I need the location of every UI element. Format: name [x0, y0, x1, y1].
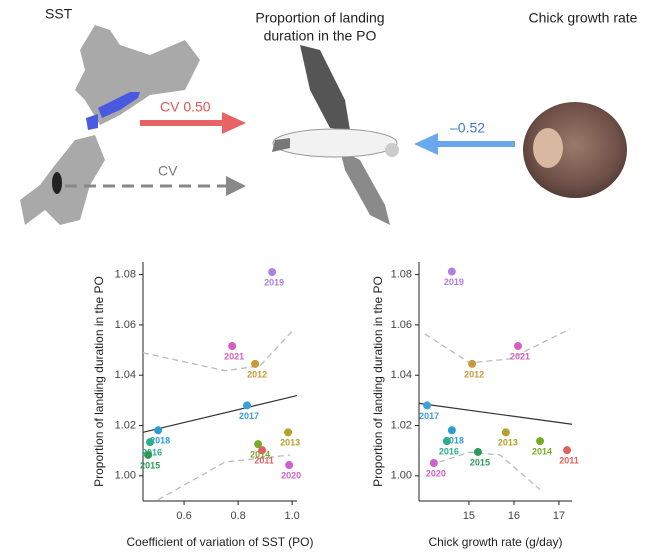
sst-label: SST [45, 6, 73, 22]
point-label: 2017 [239, 411, 259, 421]
center-title: duration in the PO [264, 28, 377, 44]
ci-upper [425, 329, 570, 363]
point [285, 461, 293, 469]
arrow-top-label: CV 0.50 [160, 99, 211, 115]
point-label: 2011 [254, 456, 274, 466]
point [514, 342, 522, 350]
y-tick-label: 1.06 [115, 319, 136, 331]
point [243, 401, 251, 409]
x-tick-label: 0.6 [176, 510, 191, 522]
x-tick-label: 0.8 [230, 510, 245, 522]
point [423, 401, 431, 409]
point-label: 2012 [464, 369, 484, 379]
point-label: 2013 [498, 438, 518, 448]
point-label: 2019 [264, 277, 284, 287]
center-title: Proportion of landing [255, 10, 384, 26]
arrow-top [140, 112, 246, 134]
point-label: 2019 [444, 277, 464, 287]
x-tick-label: 17 [553, 510, 565, 522]
right-label: Chick growth rate [529, 10, 638, 26]
arrow-right [414, 133, 515, 155]
point [443, 437, 451, 445]
chick-bill [533, 128, 563, 168]
point [474, 448, 482, 456]
point [258, 446, 266, 454]
point-label: 2013 [280, 438, 300, 448]
point [251, 360, 259, 368]
y-tick-label: 1.06 [391, 319, 412, 331]
y-tick-label: 1.04 [391, 369, 412, 381]
fit-line [419, 403, 572, 424]
point [144, 451, 152, 459]
point-label: 2020 [426, 468, 446, 478]
x-tick-label: 16 [508, 510, 520, 522]
y-tick-label: 1.04 [115, 369, 136, 381]
point-label: 2011 [559, 456, 579, 466]
point [228, 342, 236, 350]
y-tick-label: 1.02 [115, 419, 136, 431]
point-label: 2020 [281, 470, 301, 480]
point-label: 2015 [140, 460, 160, 470]
point [284, 428, 292, 436]
y-tick-label: 1.08 [391, 268, 412, 280]
y-tick-label: 1.02 [391, 419, 412, 431]
point-label: 2014 [532, 446, 552, 456]
x-axis-title: Chick growth rate (g/day) [428, 535, 562, 549]
point-label: 2015 [470, 457, 490, 467]
y-axis-title: Proportion of landing duration in the PO [371, 276, 385, 487]
x-axis-title: Coefficient of variation of SST (PO) [127, 535, 314, 549]
point [502, 428, 510, 436]
y-tick-label: 1.00 [391, 470, 412, 482]
point-label: 2021 [510, 351, 530, 361]
y-axis-title: Proportion of landing duration in the PO [92, 276, 106, 487]
figure: SST Proportion of landing duration in th… [0, 0, 654, 556]
x-tick-label: 15 [463, 510, 475, 522]
y-tick-label: 1.00 [115, 470, 136, 482]
bird [272, 45, 399, 225]
point [536, 437, 544, 445]
point-label: 2017 [419, 411, 439, 421]
point [268, 268, 276, 276]
point [154, 426, 162, 434]
x-tick-label: 1.0 [284, 510, 299, 522]
ci-upper [143, 331, 292, 370]
point [468, 360, 476, 368]
arrow-bottom-label: CV [158, 163, 178, 179]
point-label: 2016 [439, 446, 459, 456]
point-label: 2012 [247, 369, 267, 379]
point [448, 268, 456, 276]
arrow-right-label: –0.52 [450, 120, 485, 136]
point [146, 438, 154, 446]
y-tick-label: 1.08 [115, 268, 136, 280]
point-label: 2021 [224, 351, 244, 361]
fit-line [143, 396, 297, 433]
point [448, 426, 456, 434]
point [430, 459, 438, 467]
point [563, 446, 571, 454]
